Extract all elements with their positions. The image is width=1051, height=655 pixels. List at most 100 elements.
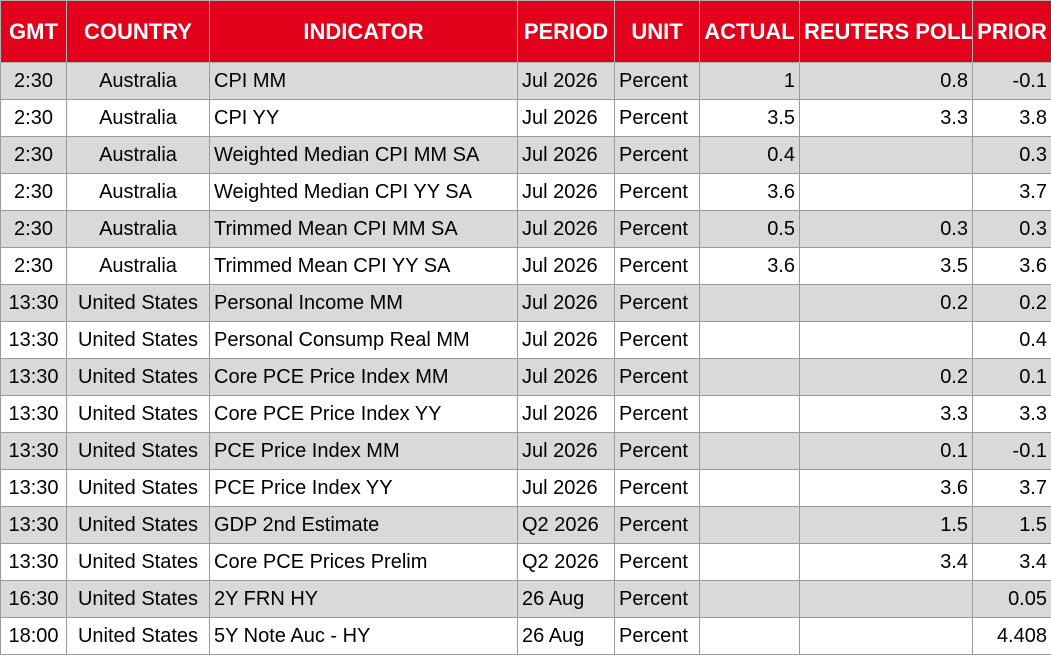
cell-indicator: 5Y Note Auc - HY <box>210 618 518 655</box>
cell-gmt: 2:30 <box>1 174 67 211</box>
cell-actual: 3.6 <box>700 174 800 211</box>
cell-country: Australia <box>67 63 210 100</box>
cell-unit: Percent <box>615 248 700 285</box>
cell-period: Jul 2026 <box>518 211 615 248</box>
cell-gmt: 13:30 <box>1 396 67 433</box>
cell-prior: 0.4 <box>973 322 1051 359</box>
cell-actual <box>700 396 800 433</box>
cell-prior: 0.1 <box>973 359 1051 396</box>
cell-reuters-poll <box>800 137 973 174</box>
cell-period: Jul 2026 <box>518 248 615 285</box>
cell-actual <box>700 581 800 618</box>
cell-gmt: 18:00 <box>1 618 67 655</box>
cell-period: Jul 2026 <box>518 396 615 433</box>
cell-prior: 3.8 <box>973 100 1051 137</box>
cell-indicator: Personal Income MM <box>210 285 518 322</box>
cell-unit: Percent <box>615 322 700 359</box>
cell-prior: 0.2 <box>973 285 1051 322</box>
cell-indicator: GDP 2nd Estimate <box>210 507 518 544</box>
cell-actual <box>700 322 800 359</box>
cell-actual <box>700 433 800 470</box>
cell-country: United States <box>67 470 210 507</box>
cell-actual <box>700 618 800 655</box>
cell-gmt: 13:30 <box>1 359 67 396</box>
cell-period: 26 Aug <box>518 581 615 618</box>
cell-indicator: CPI MM <box>210 63 518 100</box>
cell-actual: 1 <box>700 63 800 100</box>
cell-unit: Percent <box>615 100 700 137</box>
cell-gmt: 13:30 <box>1 433 67 470</box>
cell-prior: 3.6 <box>973 248 1051 285</box>
cell-period: Jul 2026 <box>518 322 615 359</box>
cell-indicator: Core PCE Prices Prelim <box>210 544 518 581</box>
cell-actual <box>700 285 800 322</box>
header-period: PERIOD <box>518 1 615 63</box>
cell-gmt: 13:30 <box>1 470 67 507</box>
cell-country: United States <box>67 507 210 544</box>
cell-gmt: 2:30 <box>1 211 67 248</box>
cell-gmt: 13:30 <box>1 285 67 322</box>
cell-unit: Percent <box>615 359 700 396</box>
cell-period: Jul 2026 <box>518 137 615 174</box>
cell-actual: 0.4 <box>700 137 800 174</box>
cell-period: Jul 2026 <box>518 100 615 137</box>
cell-indicator: Core PCE Price Index YY <box>210 396 518 433</box>
cell-country: United States <box>67 359 210 396</box>
cell-reuters-poll: 3.5 <box>800 248 973 285</box>
cell-prior: 3.4 <box>973 544 1051 581</box>
cell-actual <box>700 507 800 544</box>
cell-reuters-poll: 3.6 <box>800 470 973 507</box>
cell-gmt: 16:30 <box>1 581 67 618</box>
cell-country: Australia <box>67 211 210 248</box>
cell-country: Australia <box>67 174 210 211</box>
cell-country: United States <box>67 581 210 618</box>
cell-country: United States <box>67 433 210 470</box>
header-prior: PRIOR <box>973 1 1051 63</box>
cell-period: Jul 2026 <box>518 63 615 100</box>
cell-prior: 3.7 <box>973 174 1051 211</box>
cell-gmt: 2:30 <box>1 100 67 137</box>
cell-prior: 0.3 <box>973 137 1051 174</box>
cell-gmt: 13:30 <box>1 544 67 581</box>
header-actual: ACTUAL <box>700 1 800 63</box>
cell-country: United States <box>67 322 210 359</box>
cell-unit: Percent <box>615 507 700 544</box>
cell-indicator: 2Y FRN HY <box>210 581 518 618</box>
header-indicator: INDICATOR <box>210 1 518 63</box>
cell-unit: Percent <box>615 433 700 470</box>
cell-unit: Percent <box>615 544 700 581</box>
cell-actual: 3.6 <box>700 248 800 285</box>
cell-unit: Percent <box>615 470 700 507</box>
cell-actual <box>700 544 800 581</box>
header-country: COUNTRY <box>67 1 210 63</box>
cell-indicator: PCE Price Index YY <box>210 470 518 507</box>
cell-unit: Percent <box>615 174 700 211</box>
cell-indicator: CPI YY <box>210 100 518 137</box>
cell-reuters-poll: 3.3 <box>800 396 973 433</box>
cell-indicator: PCE Price Index MM <box>210 433 518 470</box>
cell-prior: -0.1 <box>973 433 1051 470</box>
cell-unit: Percent <box>615 285 700 322</box>
cell-reuters-poll: 0.8 <box>800 63 973 100</box>
header-unit: UNIT <box>615 1 700 63</box>
cell-gmt: 2:30 <box>1 248 67 285</box>
cell-gmt: 13:30 <box>1 322 67 359</box>
cell-indicator: Weighted Median CPI YY SA <box>210 174 518 211</box>
cell-period: Q2 2026 <box>518 544 615 581</box>
cell-period: Q2 2026 <box>518 507 615 544</box>
cell-period: 26 Aug <box>518 618 615 655</box>
